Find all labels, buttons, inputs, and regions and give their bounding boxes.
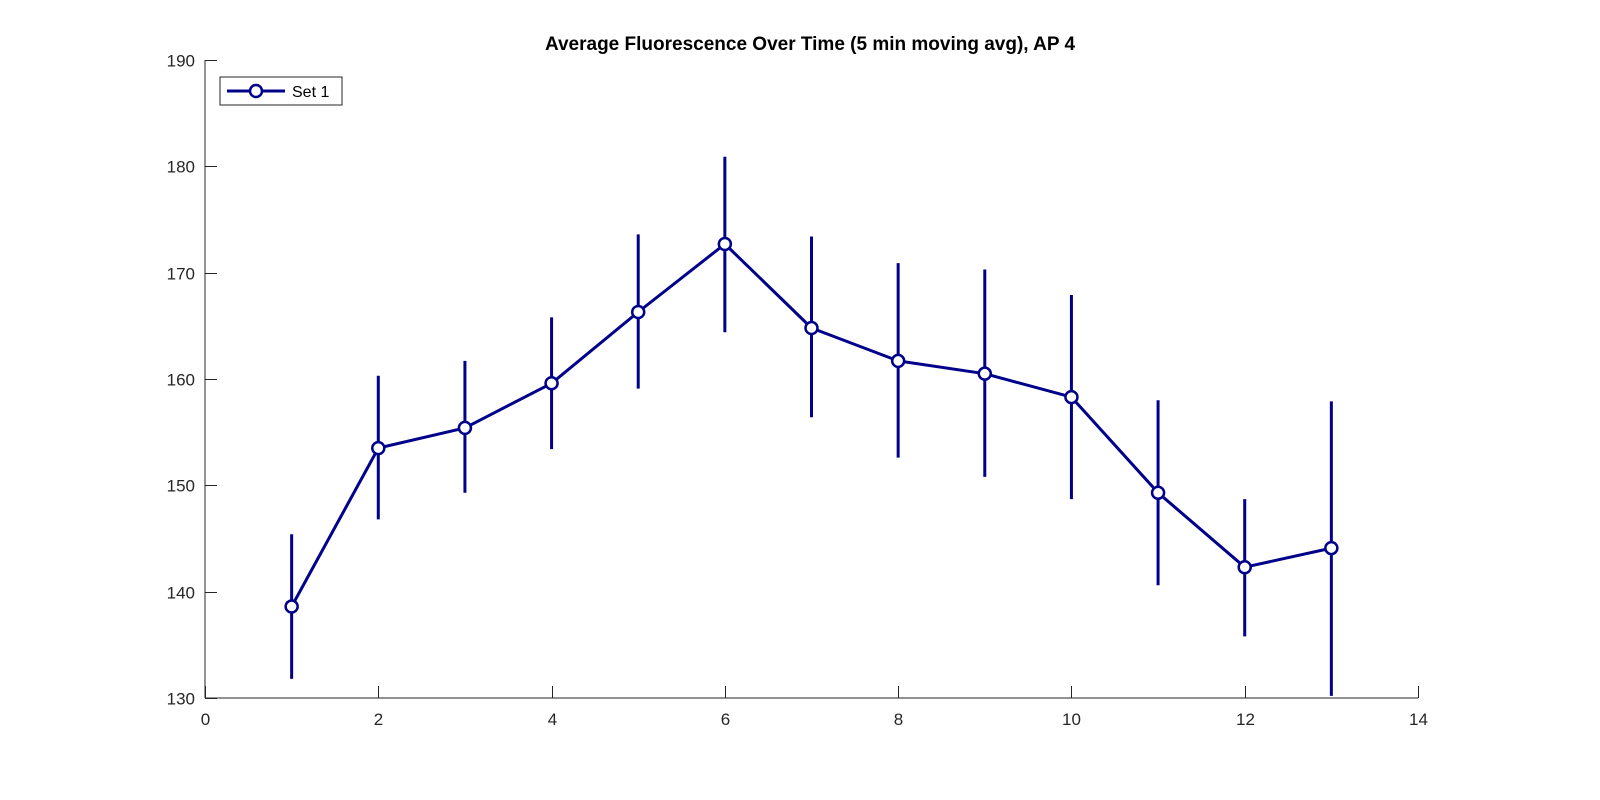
data-point — [457, 420, 473, 436]
y-tick-label: 180 — [167, 158, 195, 177]
data-point — [804, 320, 819, 336]
data-point — [1064, 389, 1079, 405]
x-tick-label: 12 — [1236, 710, 1255, 729]
x-tick-label: 8 — [894, 710, 903, 729]
legend: Set 1 — [219, 76, 343, 106]
y-tick-label: 160 — [167, 371, 195, 390]
axes: 0 2 4 6 8 10 12 14 130 140 150 160 170 180 190 — [167, 52, 1428, 730]
x-tick-label: 0 — [201, 710, 210, 729]
x-tick-label: 14 — [1409, 710, 1428, 729]
y-tick-label: 140 — [167, 584, 195, 603]
y-tick-label: 190 — [167, 52, 195, 71]
data-point — [977, 366, 993, 381]
data-point — [717, 236, 733, 252]
data-point — [1324, 540, 1339, 556]
data-markers — [284, 236, 1339, 614]
x-tick-label: 2 — [374, 710, 383, 729]
data-point — [1237, 559, 1252, 575]
x-tick-label: 4 — [548, 710, 557, 729]
data-point — [1150, 485, 1166, 501]
y-tick-label: 130 — [167, 690, 195, 709]
chart-title: Average Fluorescence Over Time (5 min mo… — [545, 34, 1076, 55]
y-tick-label: 150 — [167, 477, 195, 496]
x-tick-label: 10 — [1062, 710, 1081, 729]
data-point — [544, 376, 559, 391]
legend-entry-set-1: Set 1 — [292, 84, 329, 101]
x-tick-label: 6 — [721, 710, 730, 729]
data-point — [371, 440, 386, 456]
legend-marker-sample — [248, 83, 264, 99]
y-tick-label: 170 — [167, 265, 195, 284]
data-point — [890, 353, 906, 369]
error-bars — [290, 156, 1333, 696]
data-point — [630, 304, 646, 320]
data-point — [284, 599, 299, 614]
